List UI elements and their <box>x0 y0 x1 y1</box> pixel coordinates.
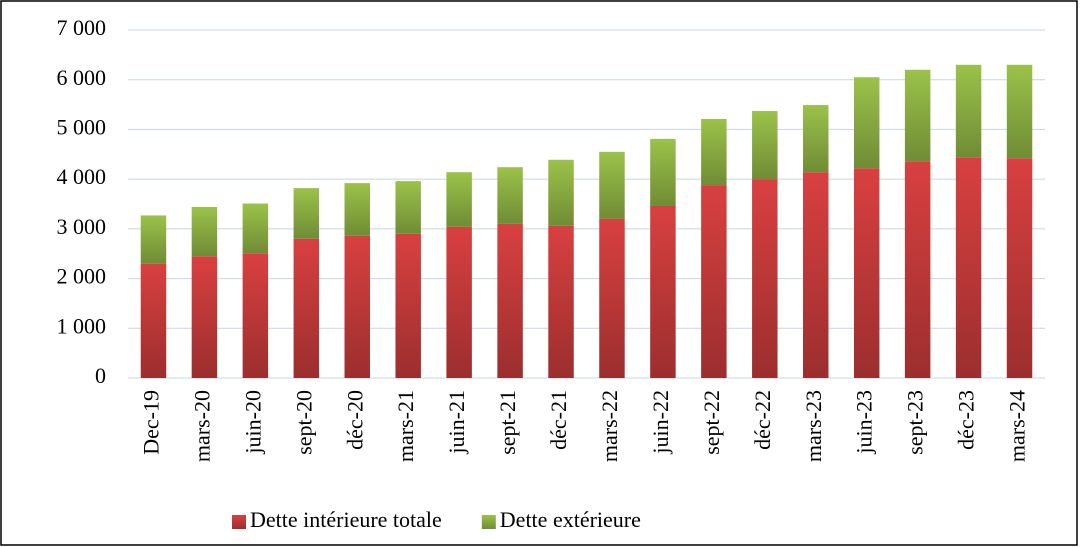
x-tick-label: déc-20 <box>342 390 367 450</box>
bar-segment <box>548 225 574 378</box>
y-tick-label: 3 000 <box>57 214 107 239</box>
bar-segment <box>497 223 523 378</box>
bar-segment <box>344 183 370 236</box>
bar-segment <box>803 105 829 173</box>
bar-segment <box>446 226 472 378</box>
bar-segment <box>395 233 421 378</box>
bar-segment <box>853 168 880 378</box>
bar-segment <box>955 64 982 158</box>
bar-segment <box>140 263 167 378</box>
bar-segment <box>497 167 523 224</box>
bar-segment <box>344 235 370 378</box>
bar-segment <box>599 218 625 378</box>
bar-segment <box>1006 158 1033 378</box>
bar-segment <box>293 188 320 239</box>
bar-segment <box>191 256 218 378</box>
bar-segment <box>701 185 727 378</box>
x-tick-label: juin-23 <box>852 390 877 455</box>
x-tick-label: déc-21 <box>546 390 571 450</box>
x-tick-label: mars-24 <box>1005 390 1030 462</box>
y-tick-label: 6 000 <box>57 65 107 90</box>
bar-segment <box>650 205 676 378</box>
bar-segment <box>242 253 269 378</box>
x-tick-label: juin-22 <box>648 390 673 455</box>
bar-segment <box>904 161 931 378</box>
x-tick-label: sept-20 <box>291 390 316 455</box>
bar-segment <box>548 159 574 226</box>
x-tick-label: juin-21 <box>444 390 469 455</box>
bar-segment <box>803 172 829 378</box>
x-tick-label: mars-22 <box>597 390 622 462</box>
legend-label: Dette intérieure totale <box>250 507 442 532</box>
y-tick-label: 2 000 <box>57 264 107 289</box>
y-tick-label: 0 <box>95 363 106 388</box>
bar-segment <box>853 77 880 169</box>
legend-swatch <box>232 515 246 529</box>
y-tick-label: 4 000 <box>57 164 107 189</box>
bar-segment <box>140 215 167 264</box>
x-tick-label: sept-21 <box>495 390 520 455</box>
y-tick-label: 1 000 <box>57 313 107 338</box>
x-tick-label: Dec-19 <box>139 390 164 455</box>
x-tick-label: sept-23 <box>903 390 928 455</box>
x-tick-label: mars-23 <box>801 390 826 462</box>
y-tick-label: 5 000 <box>57 114 107 139</box>
bar-segment <box>395 181 421 234</box>
x-tick-label: déc-22 <box>750 390 775 450</box>
bar-segment <box>650 138 676 206</box>
bar-segment <box>955 157 982 378</box>
x-tick-label: sept-22 <box>699 390 724 455</box>
bar-segment <box>191 206 218 257</box>
bar-segment <box>752 111 778 180</box>
legend-swatch <box>481 515 496 529</box>
legend-label: Dette extérieure <box>500 507 641 532</box>
bar-segment <box>293 238 320 378</box>
bar-segment <box>446 172 472 227</box>
bar-segment <box>1006 64 1033 159</box>
x-tick-label: juin-20 <box>240 390 265 455</box>
bar-segment <box>599 151 625 219</box>
bar-segment <box>701 118 727 186</box>
x-tick-label: mars-20 <box>189 390 214 462</box>
bar-segment <box>752 179 778 378</box>
y-tick-label: 7 000 <box>57 15 107 40</box>
bar-segment <box>242 203 269 254</box>
x-tick-label: mars-21 <box>393 390 418 462</box>
x-tick-label: déc-23 <box>954 390 979 450</box>
bar-segment <box>904 69 931 162</box>
